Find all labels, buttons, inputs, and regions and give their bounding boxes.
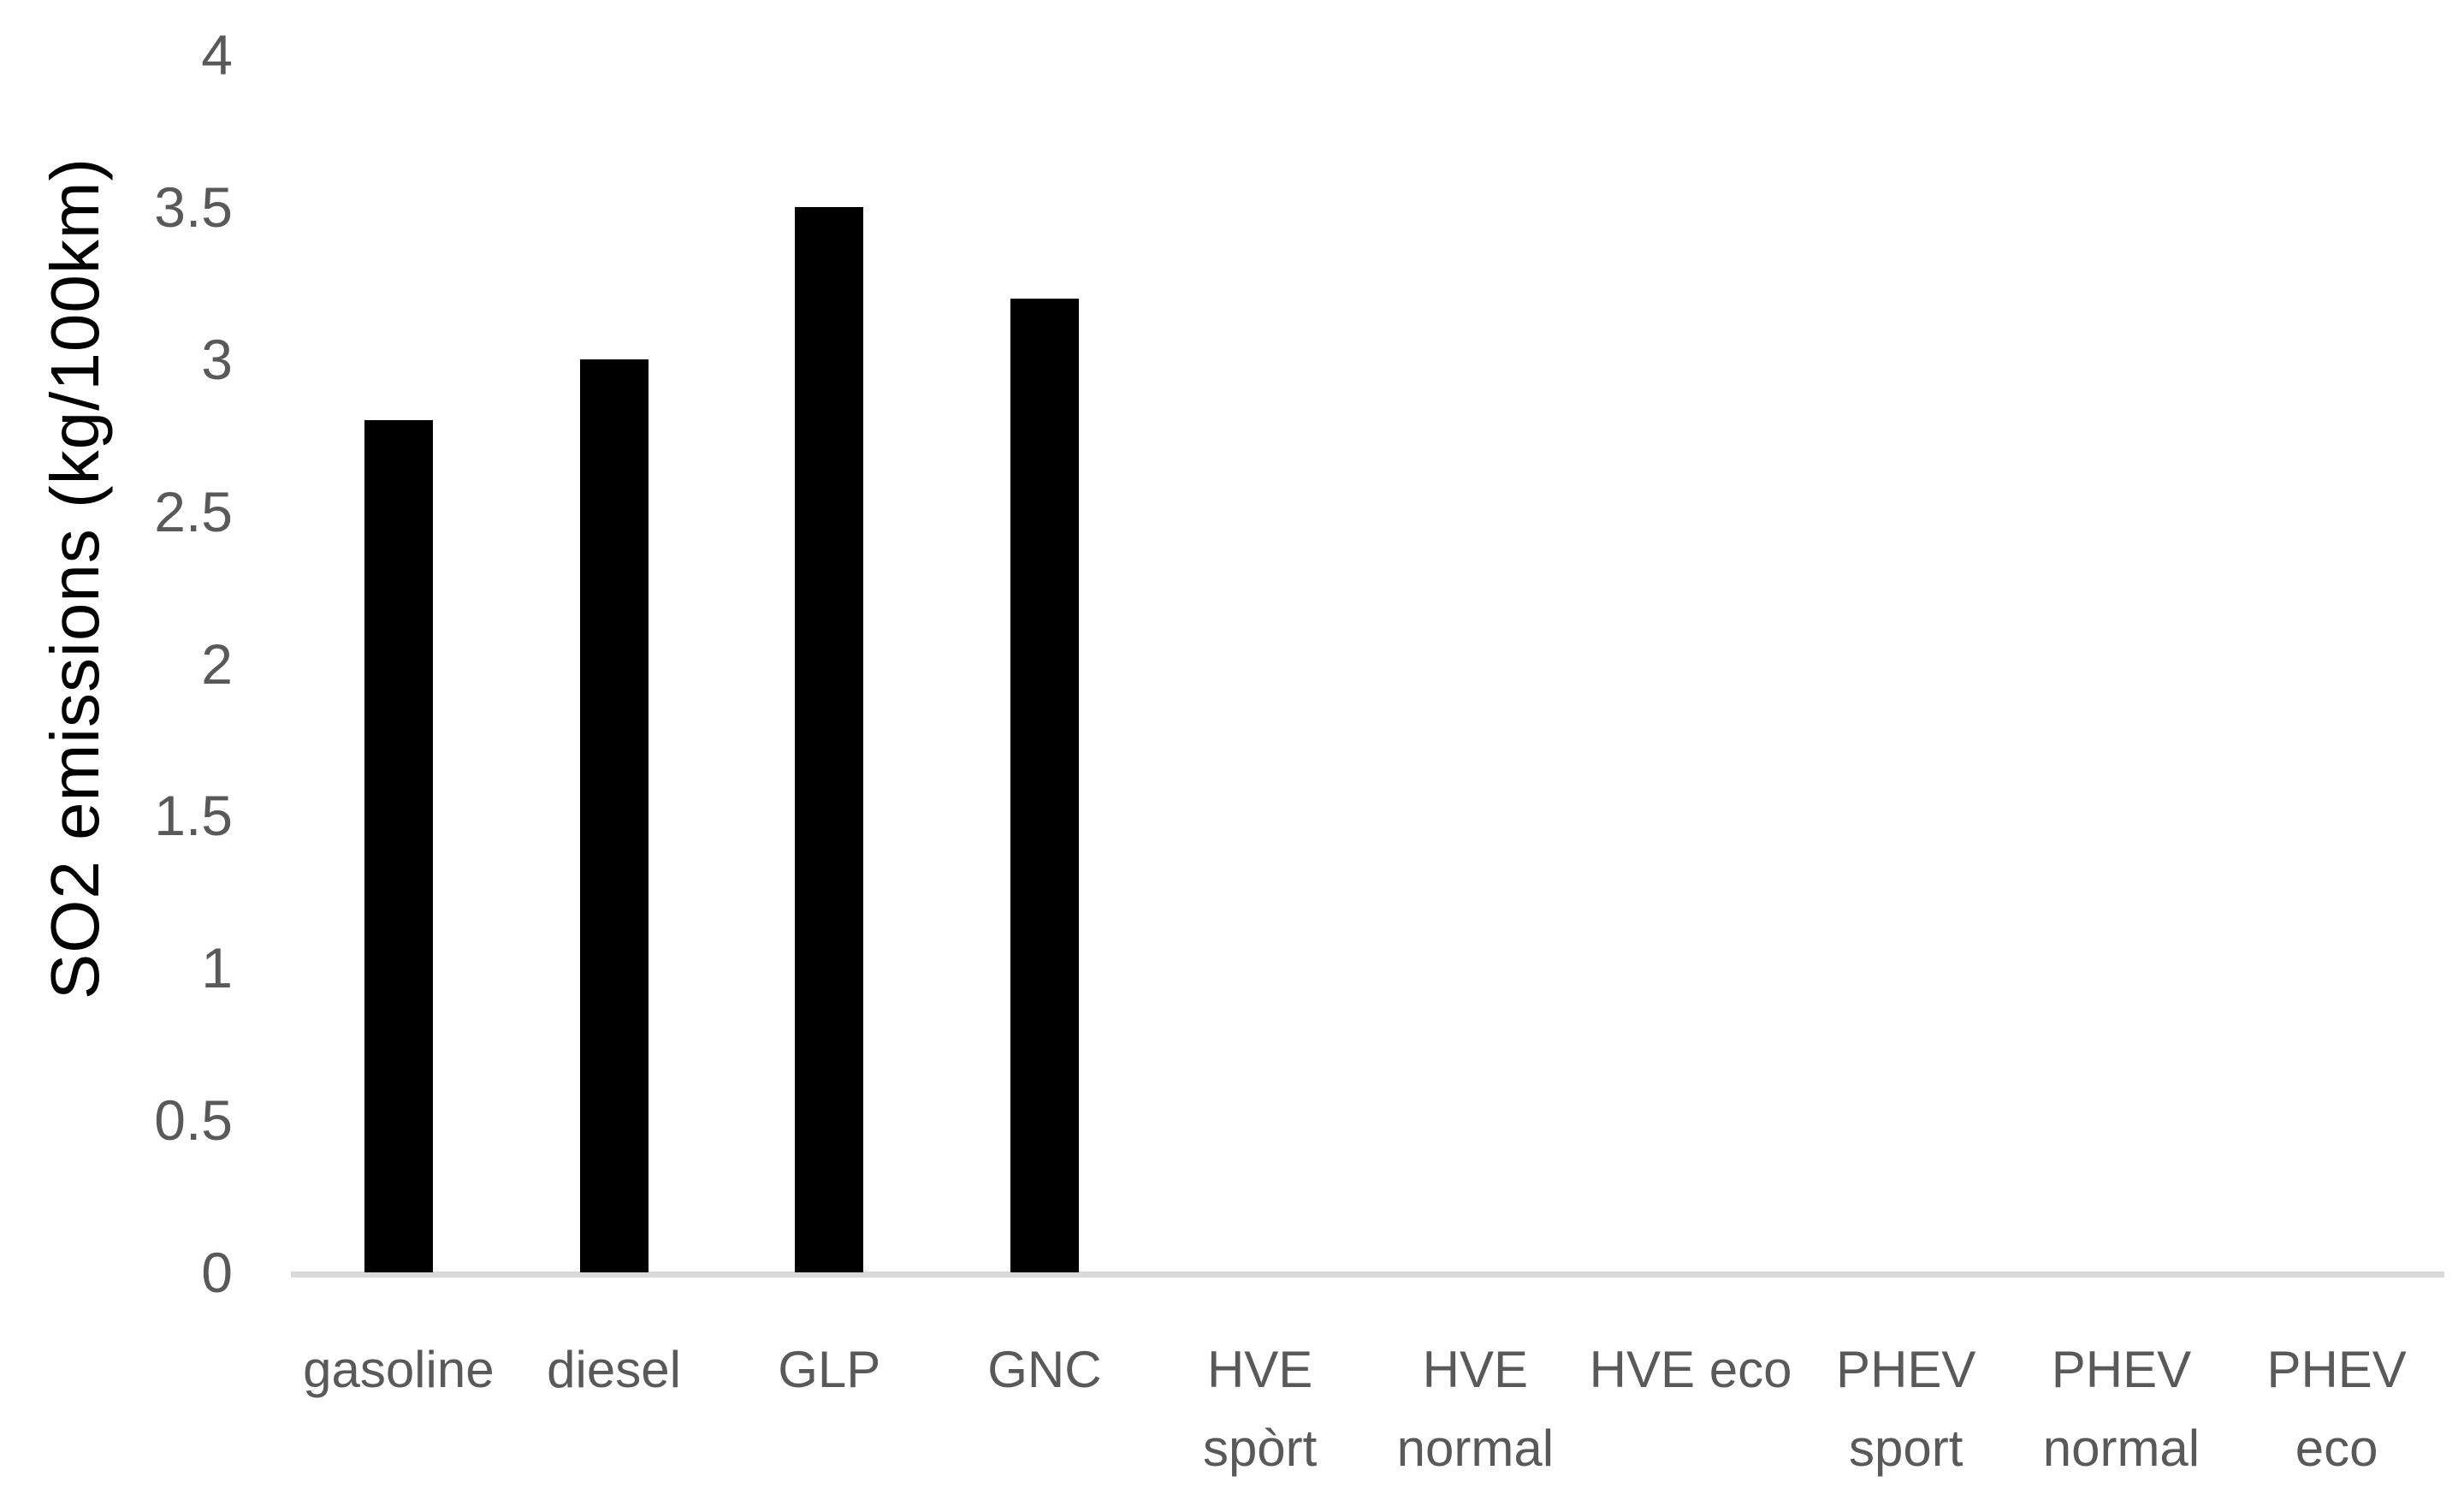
y-axis-tick-label-0: 0 [201,1241,233,1304]
bar-diesel [579,359,649,1272]
y-axis-tick-label-1-5: 1.5 [154,784,233,848]
y-axis-tick-label-3-5: 3.5 [154,175,233,239]
y-axis-tick-label-3: 3 [201,327,233,391]
x-axis-labels: gasoline diesel GLP GNC HVE spòrt HVE normal H… [0,1331,2464,1485]
y-axis-tick-label-2: 2 [201,631,233,696]
x-axis-label-phev-normal: PHEV normal [2042,1341,2200,1477]
x-axis-label-gnc: GNC [987,1341,1102,1398]
x-axis-label-phev-eco: PHEV eco [2266,1341,2407,1477]
bar-gnc [1010,298,1079,1272]
x-axis-label-glp: GLP [778,1341,881,1398]
y-axis-tick-label-4: 4 [201,23,233,86]
x-axis-label-phev-sport: PHEV sport [1836,1341,1976,1477]
y-axis-tick-label-0-5: 0.5 [154,1088,233,1153]
x-axis-label-hve-sport: HVE spòrt [1202,1341,1318,1477]
y-axis-tick-labels: 0 0.5 1 1.5 2 2.5 3 3.5 4 [0,0,233,1485]
bar-glp [795,206,864,1272]
x-axis-line [291,1272,2444,1278]
y-axis-tick-label-2-5: 2.5 [154,479,233,543]
x-axis-label-hve-normal: HVE normal [1396,1341,1555,1477]
x-axis-label-hve-eco: HVE eco [1589,1341,1792,1398]
x-axis-label-gasoline: gasoline [303,1341,495,1398]
bar-gasoline [364,419,433,1272]
x-axis-label-diesel: diesel [547,1341,681,1398]
y-axis-tick-label-1: 1 [201,936,233,1000]
